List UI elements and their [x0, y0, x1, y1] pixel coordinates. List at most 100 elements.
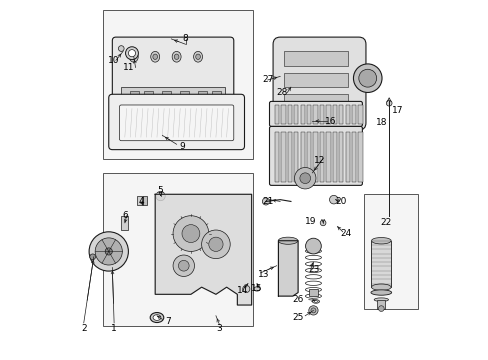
- Bar: [377, 300, 385, 309]
- Text: 2: 2: [81, 324, 86, 333]
- Circle shape: [378, 306, 384, 311]
- Bar: [283, 51, 347, 66]
- Polygon shape: [278, 241, 298, 296]
- Ellipse shape: [150, 51, 160, 62]
- Circle shape: [173, 216, 208, 251]
- Ellipse shape: [131, 54, 136, 59]
- Text: 23: 23: [308, 265, 319, 274]
- Text: 9: 9: [179, 141, 184, 150]
- Circle shape: [173, 255, 194, 276]
- Bar: [142, 196, 147, 205]
- Bar: [287, 105, 291, 123]
- Bar: [332, 105, 336, 123]
- Bar: [198, 91, 206, 107]
- Circle shape: [156, 192, 165, 201]
- Bar: [300, 132, 304, 182]
- Ellipse shape: [193, 51, 202, 62]
- Ellipse shape: [312, 300, 319, 303]
- FancyBboxPatch shape: [112, 37, 233, 123]
- Bar: [351, 132, 356, 182]
- Circle shape: [299, 173, 310, 184]
- Text: 8: 8: [183, 35, 188, 44]
- Bar: [130, 91, 139, 107]
- Text: 4: 4: [138, 197, 143, 206]
- Text: 26: 26: [292, 295, 303, 304]
- Circle shape: [386, 100, 391, 106]
- Ellipse shape: [150, 312, 163, 323]
- Bar: [319, 105, 324, 123]
- Bar: [121, 87, 224, 109]
- Bar: [180, 91, 189, 107]
- Text: 21: 21: [262, 197, 273, 206]
- Text: 19: 19: [304, 217, 316, 226]
- Bar: [274, 105, 279, 123]
- Polygon shape: [155, 194, 251, 305]
- Ellipse shape: [153, 54, 157, 59]
- Ellipse shape: [314, 301, 317, 302]
- Ellipse shape: [174, 54, 179, 59]
- Circle shape: [178, 260, 189, 271]
- Text: 13: 13: [258, 270, 269, 279]
- FancyBboxPatch shape: [272, 37, 365, 130]
- Text: 25: 25: [292, 313, 303, 322]
- Bar: [281, 132, 285, 182]
- Circle shape: [90, 254, 95, 260]
- Circle shape: [118, 46, 124, 51]
- Bar: [339, 105, 343, 123]
- Circle shape: [208, 237, 223, 251]
- Circle shape: [201, 230, 230, 258]
- Circle shape: [95, 238, 122, 265]
- FancyBboxPatch shape: [269, 102, 362, 126]
- Circle shape: [329, 195, 337, 204]
- Bar: [144, 91, 153, 107]
- FancyBboxPatch shape: [269, 126, 362, 185]
- Bar: [319, 132, 324, 182]
- FancyBboxPatch shape: [119, 105, 233, 141]
- Circle shape: [105, 248, 112, 255]
- Text: 5: 5: [157, 186, 163, 195]
- Bar: [306, 105, 311, 123]
- Text: 27: 27: [262, 76, 273, 85]
- Bar: [325, 105, 330, 123]
- Bar: [313, 132, 317, 182]
- Text: 3: 3: [216, 324, 222, 333]
- Bar: [300, 105, 304, 123]
- Circle shape: [242, 285, 249, 293]
- Circle shape: [128, 50, 135, 57]
- Text: 24: 24: [340, 229, 351, 238]
- Bar: [358, 132, 362, 182]
- Ellipse shape: [129, 51, 138, 62]
- Ellipse shape: [195, 54, 200, 59]
- Bar: [345, 105, 349, 123]
- Bar: [274, 132, 279, 182]
- Text: 11: 11: [122, 63, 134, 72]
- Bar: [370, 241, 390, 287]
- Bar: [137, 196, 142, 205]
- Text: 15: 15: [251, 284, 262, 293]
- Bar: [121, 216, 128, 230]
- Bar: [103, 10, 253, 158]
- Text: 10: 10: [108, 56, 120, 65]
- Bar: [345, 132, 349, 182]
- Bar: [358, 105, 362, 123]
- FancyBboxPatch shape: [108, 94, 244, 150]
- Bar: [287, 132, 291, 182]
- Ellipse shape: [371, 238, 390, 244]
- Circle shape: [182, 225, 200, 243]
- Ellipse shape: [373, 298, 387, 301]
- Text: 20: 20: [335, 197, 346, 206]
- Circle shape: [308, 306, 317, 315]
- Bar: [294, 105, 298, 123]
- Bar: [351, 105, 356, 123]
- Ellipse shape: [278, 237, 297, 244]
- Circle shape: [125, 47, 138, 60]
- Text: 16: 16: [324, 117, 335, 126]
- Bar: [325, 132, 330, 182]
- Bar: [212, 91, 221, 107]
- Ellipse shape: [153, 315, 161, 320]
- Bar: [162, 91, 171, 107]
- Text: 14: 14: [237, 286, 248, 295]
- Text: 28: 28: [276, 88, 287, 97]
- Text: 7: 7: [164, 316, 170, 325]
- Ellipse shape: [370, 290, 391, 295]
